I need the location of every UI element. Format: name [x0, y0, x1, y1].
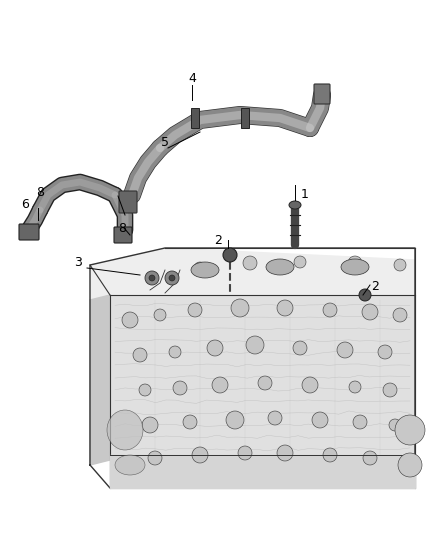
- Circle shape: [188, 303, 202, 317]
- Circle shape: [277, 300, 293, 316]
- Text: 6: 6: [21, 198, 29, 212]
- Circle shape: [192, 447, 208, 463]
- Circle shape: [194, 262, 206, 274]
- Circle shape: [393, 308, 407, 322]
- Circle shape: [246, 336, 264, 354]
- Text: 1: 1: [301, 189, 309, 201]
- Circle shape: [169, 275, 175, 281]
- FancyBboxPatch shape: [119, 191, 137, 213]
- Ellipse shape: [266, 259, 294, 275]
- Circle shape: [294, 256, 306, 268]
- Circle shape: [363, 451, 377, 465]
- Bar: [191, 108, 199, 128]
- Bar: [241, 108, 249, 128]
- Polygon shape: [90, 248, 415, 300]
- Circle shape: [348, 256, 362, 270]
- Circle shape: [223, 248, 237, 262]
- Ellipse shape: [289, 201, 301, 209]
- Circle shape: [133, 348, 147, 362]
- Polygon shape: [110, 295, 415, 488]
- Circle shape: [337, 342, 353, 358]
- Circle shape: [359, 289, 371, 301]
- Circle shape: [383, 383, 397, 397]
- Circle shape: [395, 415, 425, 445]
- Circle shape: [323, 303, 337, 317]
- Circle shape: [258, 376, 272, 390]
- Circle shape: [207, 340, 223, 356]
- Circle shape: [142, 417, 158, 433]
- Circle shape: [293, 341, 307, 355]
- Text: 5: 5: [161, 136, 169, 149]
- Circle shape: [362, 304, 378, 320]
- Circle shape: [173, 381, 187, 395]
- FancyBboxPatch shape: [19, 224, 39, 240]
- Circle shape: [378, 345, 392, 359]
- Circle shape: [226, 411, 244, 429]
- Text: 8: 8: [36, 185, 44, 198]
- Circle shape: [165, 271, 179, 285]
- Circle shape: [323, 448, 337, 462]
- FancyBboxPatch shape: [314, 84, 330, 104]
- Polygon shape: [110, 455, 415, 488]
- Polygon shape: [90, 295, 110, 465]
- Circle shape: [349, 381, 361, 393]
- Circle shape: [302, 377, 318, 393]
- Circle shape: [122, 312, 138, 328]
- Circle shape: [243, 256, 257, 270]
- Circle shape: [148, 451, 162, 465]
- Circle shape: [183, 415, 197, 429]
- Circle shape: [154, 309, 166, 321]
- Ellipse shape: [107, 410, 143, 450]
- Text: 2: 2: [371, 280, 379, 294]
- Circle shape: [268, 411, 282, 425]
- Text: 3: 3: [74, 256, 82, 270]
- Circle shape: [212, 377, 228, 393]
- Circle shape: [389, 419, 401, 431]
- Ellipse shape: [115, 455, 145, 475]
- Text: 4: 4: [188, 71, 196, 85]
- Circle shape: [353, 415, 367, 429]
- FancyBboxPatch shape: [114, 227, 132, 243]
- Circle shape: [149, 275, 155, 281]
- Circle shape: [145, 271, 159, 285]
- Circle shape: [231, 299, 249, 317]
- Circle shape: [277, 445, 293, 461]
- Text: 2: 2: [214, 233, 222, 246]
- Text: 8: 8: [118, 222, 126, 235]
- Circle shape: [169, 346, 181, 358]
- Circle shape: [394, 259, 406, 271]
- Circle shape: [238, 446, 252, 460]
- Circle shape: [398, 453, 422, 477]
- Circle shape: [312, 412, 328, 428]
- Circle shape: [139, 384, 151, 396]
- Ellipse shape: [341, 259, 369, 275]
- Ellipse shape: [191, 262, 219, 278]
